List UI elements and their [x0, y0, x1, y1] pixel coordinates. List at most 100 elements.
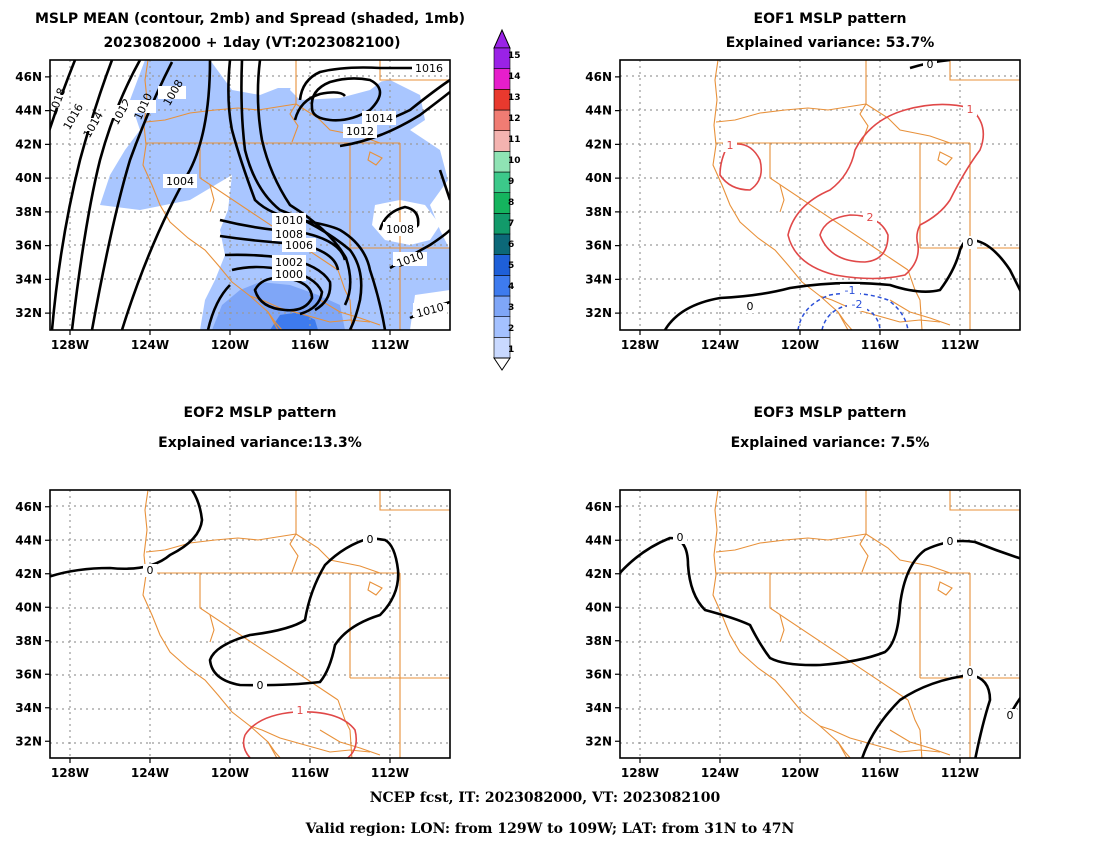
lat-tick-label: 34N: [585, 272, 612, 286]
panel-mslp-title-1: MSLP MEAN (contour, 2mb) and Spread (sha…: [35, 11, 465, 27]
lat-tick-label: 32N: [15, 306, 42, 320]
panel-eof3-map: 0 0 0 0: [620, 490, 1020, 758]
panel-eof1-coastline-borders: [712, 60, 1020, 330]
contour-label: 0: [747, 300, 754, 313]
lat-tick-label: 32N: [15, 734, 42, 748]
panel-eof1-map: 0 1 1 2 0 0 -1 -2: [620, 58, 1020, 330]
contour-label: 0: [147, 564, 154, 577]
colorbar-label: 12: [508, 114, 521, 124]
panel-eof3-grid: [620, 490, 1020, 758]
footer-line-2: Valid region: LON: from 129W to 109W; LA…: [305, 821, 795, 837]
colorbar-cells: [493, 47, 511, 359]
contour-label: 0: [257, 679, 264, 692]
lon-tick-label: 128W: [621, 338, 659, 352]
lon-tick-label: 124W: [131, 766, 169, 780]
colorbar: 1 2 3 4 5 6 7 8 9 10 11 12 13 14 15: [493, 28, 521, 371]
colorbar-label: 11: [508, 135, 521, 145]
lat-tick-label: 40N: [585, 171, 612, 185]
lon-tick-label: 112W: [371, 338, 409, 352]
contour-label: 1: [297, 704, 304, 717]
panel-eof1-frame: [619, 59, 1021, 331]
lon-tick-label: 124W: [701, 766, 739, 780]
panel-eof3-title-2: Explained variance: 7.5%: [731, 435, 930, 451]
lon-tick-label: 128W: [51, 766, 89, 780]
contour-label: 0: [967, 236, 974, 249]
colorbar-labels: 1 2 3 4 5 6 7 8 9 10 11 12 13 14 15: [508, 51, 521, 355]
lat-tick-label: 40N: [15, 600, 42, 614]
lon-tick-label: 128W: [621, 766, 659, 780]
colorbar-label: 15: [508, 51, 521, 61]
lon-tick-label: 120W: [211, 338, 249, 352]
lat-tick-label: 42N: [15, 567, 42, 581]
contour-label: 1: [967, 103, 974, 116]
panel-eof3-coastline-borders: [712, 490, 1020, 758]
lat-tick-label: 46N: [585, 70, 612, 84]
contour-label: 0: [1007, 709, 1014, 722]
lon-tick-label: 112W: [941, 766, 979, 780]
panel-eof1-title-1: EOF1 MSLP pattern: [754, 11, 907, 27]
lon-tick-label: 124W: [131, 338, 169, 352]
contour-label: 0: [927, 58, 934, 71]
panel-eof3-contours: [620, 536, 1020, 758]
lat-tick-label: 34N: [15, 272, 42, 286]
colorbar-top-arrow: [493, 28, 511, 49]
lat-tick-label: 46N: [15, 500, 42, 514]
colorbar-label: 3: [508, 303, 514, 313]
lat-tick-label: 38N: [15, 634, 42, 648]
contour-label: -2: [852, 298, 863, 311]
contour-label: 2: [867, 211, 874, 224]
lat-tick-label: 34N: [585, 701, 612, 715]
panel-eof2: EOF2 MSLP pattern Explained variance:13.…: [49, 405, 451, 759]
lat-tick-label: 44N: [15, 104, 42, 118]
lat-tick-label: 38N: [585, 634, 612, 648]
lon-tick-label: 116W: [861, 338, 899, 352]
contour-label: 1002: [275, 256, 303, 269]
contour-label: 1000: [275, 268, 303, 281]
colorbar-label: 1: [508, 345, 514, 355]
lat-tick-label: 40N: [585, 600, 612, 614]
panel-eof3-contour-labels: 0 0 0 0: [673, 531, 1017, 722]
colorbar-label: 7: [508, 219, 514, 229]
lat-tick-label: 36N: [585, 239, 612, 253]
panel-eof1-title-2: Explained variance: 53.7%: [726, 35, 935, 51]
lon-tick-label: 128W: [51, 338, 89, 352]
lon-tick-label: 116W: [861, 766, 899, 780]
colorbar-label: 5: [508, 261, 514, 271]
panel-mslp-title-2: 2023082000 + 1day (VT:2023082100): [103, 35, 400, 51]
lat-tick-label: 42N: [585, 567, 612, 581]
lat-tick-label: 42N: [585, 137, 612, 151]
contour-label: 1008: [386, 223, 414, 236]
contour-label: 0: [677, 531, 684, 544]
lat-tick-label: 32N: [585, 306, 612, 320]
panel-eof1: EOF1 MSLP pattern Explained variance: 53…: [619, 11, 1021, 331]
lat-tick-label: 44N: [15, 533, 42, 547]
lat-tick-label: 36N: [15, 667, 42, 681]
panel-eof1-contour-labels: 0 1 1 2 0 0 -1 -2: [723, 58, 977, 313]
contour-label: 1014: [365, 112, 393, 125]
lat-tick-label: 36N: [585, 667, 612, 681]
lat-tick-label: 46N: [15, 70, 42, 84]
lat-tick-label: 32N: [585, 734, 612, 748]
contour-label: 0: [367, 533, 374, 546]
spread-shading-deep: [270, 312, 318, 330]
lon-tick-label: 124W: [701, 338, 739, 352]
colorbar-label: 10: [508, 156, 521, 166]
panel-eof3-frame: [619, 489, 1021, 759]
lat-tick-label: 38N: [15, 205, 42, 219]
panel-eof2-frame: [49, 489, 451, 759]
contour-label: 0: [967, 666, 974, 679]
panel-eof2-contours: [50, 490, 400, 758]
lon-tick-label: 112W: [941, 338, 979, 352]
lon-tick-label: 112W: [371, 766, 409, 780]
colorbar-label: 4: [508, 282, 514, 292]
panel-mslp-frame: [49, 59, 451, 331]
lat-tick-label: 40N: [15, 171, 42, 185]
contour-label: 1012: [346, 125, 374, 138]
lon-tick-label: 116W: [291, 766, 329, 780]
colorbar-label: 6: [508, 240, 514, 250]
lon-tick-label: 120W: [781, 766, 819, 780]
lat-tick-label: 36N: [15, 239, 42, 253]
contour-label: 1: [727, 139, 734, 152]
lat-tick-label: 34N: [15, 701, 42, 715]
